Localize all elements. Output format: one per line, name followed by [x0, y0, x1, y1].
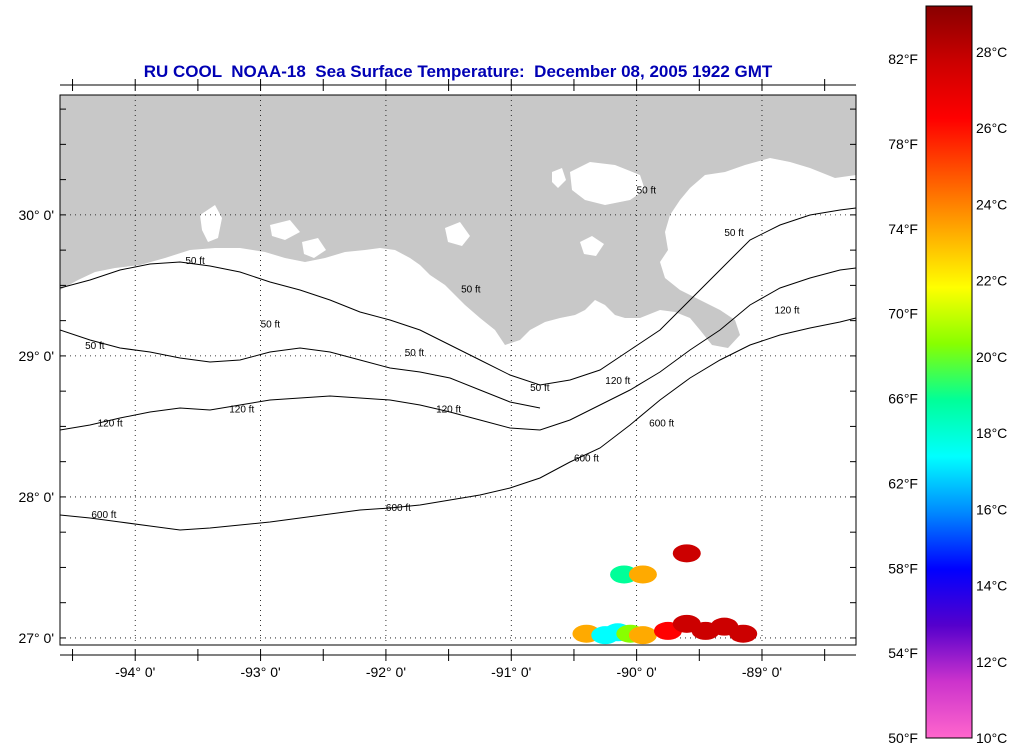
sst-patch [729, 624, 758, 643]
colorbar-fahrenheit-label: 74°F [888, 221, 918, 237]
colorbar-fahrenheit-label: 50°F [888, 730, 918, 746]
colorbar-labels: 10°C 12°C 14°C 16°C 18°C 20°C 22°C 24°C 26°C 28°C… [888, 44, 1007, 746]
lon-tick-label: -93° 0' [240, 664, 280, 680]
sst-patches [572, 544, 758, 645]
lon-tick-label: -94° 0' [115, 664, 155, 680]
lake-calcasieu [200, 205, 222, 242]
map-frame [59, 94, 857, 646]
colorbar-celsius-label: 10°C [976, 730, 1007, 746]
contour-extra [60, 329, 541, 409]
contour-label: 50 ft [461, 284, 481, 295]
contour-label: 50 ft [85, 341, 105, 352]
contour-label: 50 ft [530, 383, 550, 394]
colorbar-celsius-label: 26°C [976, 120, 1007, 136]
colorbar-fahrenheit-label: 66°F [888, 391, 918, 407]
colorbar-fahrenheit-label: 58°F [888, 560, 918, 576]
contour-label: 50 ft [405, 348, 425, 359]
lake-grand [270, 220, 300, 240]
contour-label: 600 ft [574, 454, 599, 465]
contour-label: 120 ft [775, 306, 800, 317]
colorbar-celsius-label: 24°C [976, 196, 1007, 212]
lake-maurepas [552, 168, 566, 188]
colorbar-celsius-label: 12°C [976, 654, 1007, 670]
contour-50ft [60, 207, 856, 386]
colorbar-celsius-label: 22°C [976, 273, 1007, 289]
contour-label: 50 ft [261, 320, 281, 331]
colorbar-celsius-label: 14°C [976, 578, 1007, 594]
colorbar-celsius-label: 20°C [976, 349, 1007, 365]
colorbar-fahrenheit-label: 82°F [888, 51, 918, 67]
colorbar-celsius-label: 16°C [976, 501, 1007, 517]
colorbar [925, 5, 973, 739]
chart-title: RU COOL NOAA-18 Sea Surface Temperature:… [143, 62, 773, 81]
lon-tick-label: -92° 0' [366, 664, 406, 680]
contour-label: 120 ft [98, 418, 123, 429]
lake-white [302, 238, 326, 258]
lake-salvador [580, 236, 604, 256]
contour-label: 120 ft [605, 376, 630, 387]
bay-atchafalaya [378, 258, 420, 282]
colorbar-fahrenheit-label: 54°F [888, 645, 918, 661]
colorbar-fahrenheit-label: 62°F [888, 475, 918, 491]
lake-inland-1 [445, 222, 470, 246]
graticule [60, 95, 856, 645]
contour-label: 120 ft [436, 404, 461, 415]
sst-patch [628, 626, 657, 645]
contour-label: 600 ft [91, 510, 116, 521]
contour-label: 600 ft [649, 418, 674, 429]
colorbar-celsius-label: 18°C [976, 425, 1007, 441]
colorbar-fahrenheit-label: 78°F [888, 136, 918, 152]
marsh-ponds [690, 260, 715, 284]
contour-label: 600 ft [386, 503, 411, 514]
lake-pontchartrain [570, 162, 645, 205]
contour-label: 50 ft [637, 186, 657, 197]
land-mass [60, 95, 856, 348]
colorbar-celsius-label: 28°C [976, 44, 1007, 60]
lon-tick-label: -91° 0' [491, 664, 531, 680]
colorbar-fahrenheit-label: 70°F [888, 306, 918, 322]
contour-label: 120 ft [229, 404, 254, 415]
lat-tick-label: 27° 0' [18, 630, 54, 646]
contour-label: 50 ft [185, 256, 205, 267]
contour-labels: 50 ft 50 ft 50 ft 50 ft 50 ft 50 ft 50 ft 50 ft… [85, 186, 800, 521]
sst-patch [672, 544, 701, 563]
contour-120ft [60, 267, 856, 431]
lat-tick-label: 28° 0' [18, 489, 54, 505]
map-axes: 30° 0' 29° 0' 28° 0' 27° 0' -94° 0' -93° 0' -9… [18, 79, 856, 680]
contour-label: 50 ft [724, 228, 744, 239]
lon-tick-label: -89° 0' [742, 664, 782, 680]
lon-tick-label: -90° 0' [617, 664, 657, 680]
lat-tick-label: 29° 0' [18, 348, 54, 364]
contour-600ft [60, 317, 856, 531]
lat-tick-label: 30° 0' [18, 207, 54, 223]
sst-patch [628, 565, 657, 584]
